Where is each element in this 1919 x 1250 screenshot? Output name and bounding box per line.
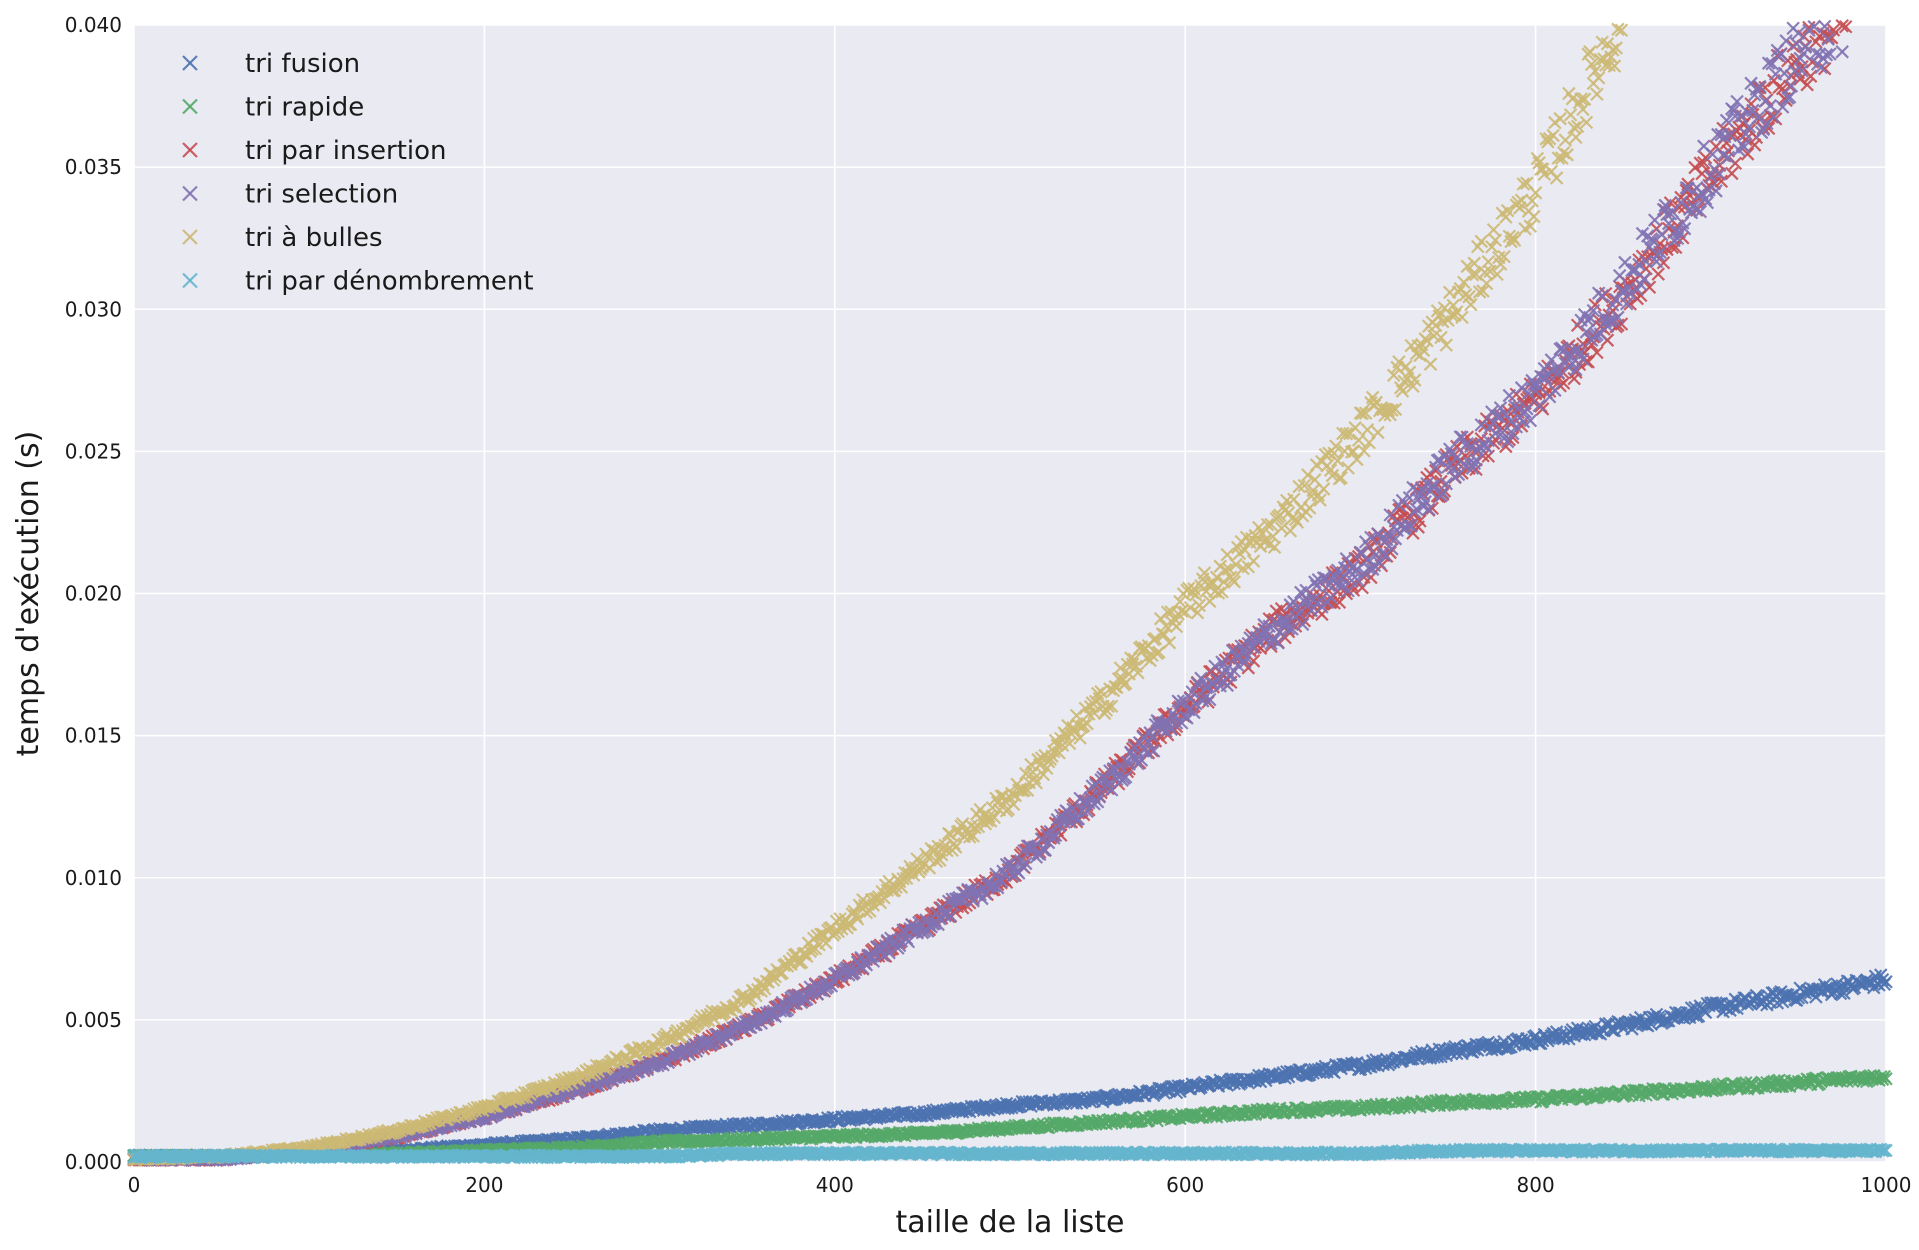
data-point [1879, 974, 1893, 989]
data-points [127, 19, 1893, 1168]
grid-lines [133, 24, 1887, 1163]
data-point [1125, 1088, 1140, 1103]
series-1 [127, 1068, 1893, 1165]
